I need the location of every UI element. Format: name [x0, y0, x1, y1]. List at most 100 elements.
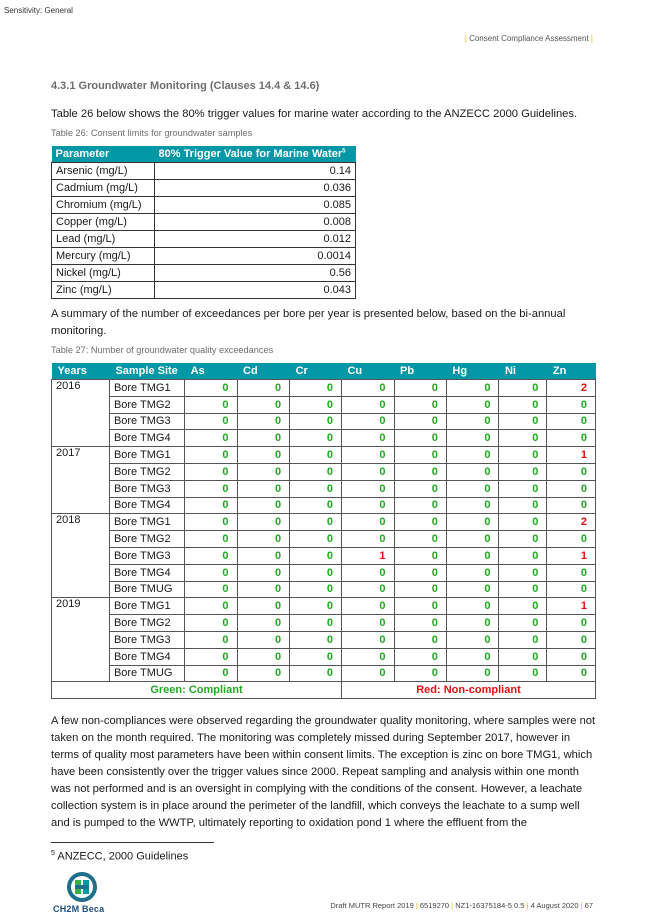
t27-count-cell: 0 [184, 597, 238, 616]
t27-count-cell: 0 [289, 513, 342, 532]
t26-value-cell: 0.012 [154, 230, 356, 248]
legend-compliant: Green: Compliant [51, 681, 342, 700]
t27-year-cell: 2016 [51, 378, 110, 448]
t27-year-cell: 2017 [51, 446, 110, 515]
t26-header-parameter: Parameter [51, 146, 155, 163]
t26-row: Zinc (mg/L) 0.043 [51, 281, 356, 299]
t26-parameter-cell: Chromium (mg/L) [51, 196, 155, 214]
t27-row: Bore TMG2 0 0 0 0 0 0 0 0 [52, 614, 596, 632]
t27-count-cell: 0 [184, 462, 238, 481]
t27-count-cell: 0 [236, 647, 291, 666]
t27-site-cell: Bore TMG3 [108, 412, 186, 431]
t27-count-cell: 0 [236, 395, 291, 414]
t27-row: Bore TMG2 0 0 0 0 0 0 0 0 [52, 395, 596, 414]
t27-count-cell: 0 [236, 580, 291, 599]
t27-count-cell: 0 [340, 412, 395, 431]
t27-count-cell: 0 [393, 496, 447, 515]
t27-site-cell: Bore TMG4 [108, 496, 186, 515]
t27-count-cell: 0 [184, 546, 238, 565]
t27-count-cell: 0 [289, 597, 342, 616]
t27-count-cell: 0 [546, 479, 596, 498]
t27-count-cell: 0 [498, 530, 548, 548]
t27-count-cell: 0 [236, 379, 291, 397]
t27-site-cell: Bore TMG3 [108, 546, 186, 565]
t27-count-cell: 0 [184, 395, 238, 414]
t27-header-years: Years [51, 363, 110, 380]
t27-count-cell: 0 [393, 614, 447, 632]
t27-count-cell: 0 [340, 379, 395, 397]
t27-row: Bore TMG3 0 0 0 0 0 0 0 0 [52, 630, 596, 649]
t27-count-cell: 0 [445, 479, 500, 498]
t27-count-cell: 0 [498, 546, 548, 565]
t27-count-cell: 2 [546, 513, 596, 532]
t26-value-cell: 0.043 [154, 281, 356, 299]
t27-count-cell: 1 [546, 597, 596, 616]
t27-count-cell: 0 [393, 513, 447, 532]
t27-site-cell: Bore TMG1 [108, 597, 186, 616]
t27-count-cell: 0 [546, 630, 596, 649]
t27-count-cell: 0 [184, 412, 238, 431]
t27-count-cell: 0 [546, 647, 596, 666]
t27-count-cell: 0 [546, 496, 596, 515]
t27-count-cell: 0 [393, 563, 447, 582]
logo-wordmark: CH2M Beca [53, 904, 105, 914]
t27-count-cell: 0 [498, 614, 548, 632]
t27-count-cell: 0 [184, 580, 238, 599]
t27-count-cell: 0 [546, 429, 596, 448]
t27-count-cell: 0 [393, 580, 447, 599]
t27-count-cell: 0 [546, 664, 596, 683]
t26-row: Lead (mg/L) 0.012 [51, 230, 356, 248]
t27-count-cell: 0 [236, 446, 291, 464]
t27-count-cell: 0 [184, 614, 238, 632]
t27-count-cell: 0 [393, 664, 447, 683]
t26-parameter-cell: Nickel (mg/L) [51, 264, 155, 282]
t27-count-cell: 0 [289, 462, 342, 481]
t27-count-cell: 0 [340, 479, 395, 498]
t27-count-cell: 2 [546, 379, 596, 397]
t27-header-zn: Zn [546, 363, 596, 380]
summary-paragraph: A summary of the number of exceedances p… [51, 308, 566, 337]
t27-count-cell: 0 [340, 647, 395, 666]
t27-count-cell: 0 [184, 429, 238, 448]
exceedances-table: Years Sample Site As Cd Cr Cu Pb Hg Ni Zn 2016 Bor… [51, 363, 597, 700]
t27-count-cell: 0 [340, 614, 395, 632]
t27-count-cell: 0 [445, 496, 500, 515]
t27-count-cell: 0 [445, 546, 500, 565]
t27-count-cell: 0 [236, 479, 291, 498]
t27-count-cell: 0 [393, 395, 447, 414]
t27-count-cell: 0 [546, 614, 596, 632]
t27-site-cell: Bore TMG2 [108, 462, 186, 481]
t27-count-cell: 0 [445, 395, 500, 414]
t27-count-cell: 0 [546, 563, 596, 582]
t27-count-cell: 0 [184, 530, 238, 548]
t27-count-cell: 0 [393, 412, 447, 431]
t27-row: 2016 Bore TMG1 0 0 0 0 0 0 0 2 [51, 378, 596, 448]
t27-count-cell: 0 [340, 630, 395, 649]
t27-count-cell: 0 [236, 597, 291, 616]
t27-site-cell: Bore TMUG [108, 580, 186, 599]
t27-count-cell: 0 [393, 630, 447, 649]
t27-site-cell: Bore TMG1 [108, 446, 186, 464]
t27-count-cell: 0 [289, 446, 342, 464]
t27-count-cell: 0 [445, 513, 500, 532]
t27-count-cell: 0 [546, 395, 596, 414]
t27-count-cell: 0 [393, 446, 447, 464]
t27-count-cell: 0 [393, 597, 447, 616]
t27-row: 2017 Bore TMG1 0 0 0 0 0 0 0 1 [51, 446, 596, 515]
t27-count-cell: 0 [184, 446, 238, 464]
t27-count-cell: 0 [236, 530, 291, 548]
t27-count-cell: 0 [340, 597, 395, 616]
t27-header-as: As [184, 363, 238, 380]
t27-site-cell: Bore TMG3 [108, 630, 186, 649]
t27-count-cell: 0 [546, 580, 596, 599]
t26-row: Cadmium (mg/L) 0.036 [51, 179, 356, 197]
t26-value-cell: 0.085 [154, 196, 356, 214]
discussion-paragraph: A few non-compliances were observed rega… [51, 715, 596, 829]
t27-count-cell: 0 [445, 647, 500, 666]
t27-count-cell: 0 [498, 664, 548, 683]
t27-count-cell: 0 [289, 630, 342, 649]
t27-count-cell: 0 [340, 429, 395, 448]
t27-row: 2019 Bore TMG1 0 0 0 0 0 0 0 1 [51, 597, 596, 683]
t27-count-cell: 0 [340, 580, 395, 599]
t27-count-cell: 0 [445, 530, 500, 548]
